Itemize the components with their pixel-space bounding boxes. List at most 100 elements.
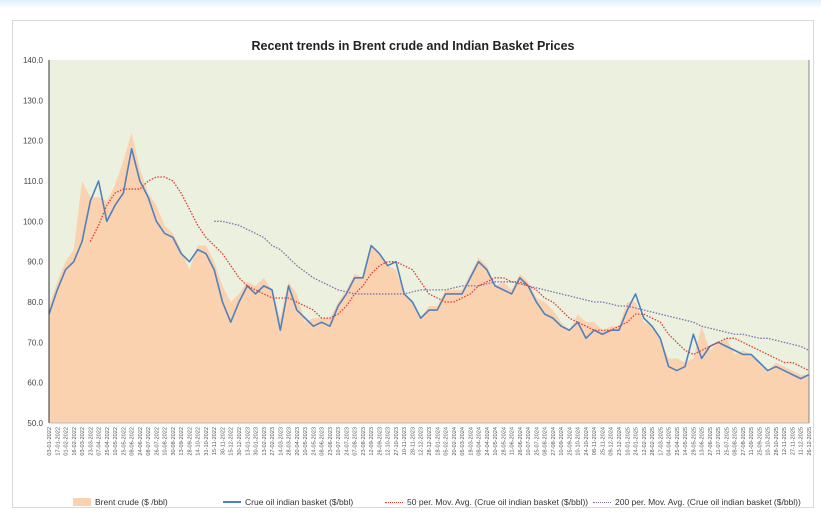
- x-tick-label: 10-07-2024: [526, 427, 532, 456]
- x-tick-label: 30-08-2022: [171, 427, 177, 456]
- series-line-ma50: [89, 176, 810, 372]
- x-tick-label: 27-08-2025: [741, 427, 747, 456]
- x-tick-label: 05-03-2024: [460, 427, 466, 456]
- x-tick-label: 25-09-2024: [567, 427, 573, 456]
- x-tick-label: 15-12-2022: [229, 427, 235, 456]
- x-tick-label: 03-01-2022: [47, 427, 53, 456]
- legend-swatch-area: [73, 498, 91, 506]
- chart-legend: Brent crude ($ /bbl) Crue oil indian bas…: [73, 497, 813, 513]
- x-tick-label: 30-01-2023: [254, 427, 260, 456]
- x-tick-label: 08-11-2024: [592, 427, 598, 455]
- x-tick-label: 31-10-2022: [204, 427, 210, 456]
- x-tick-label: 13-01-2023: [245, 427, 251, 456]
- x-tick-label: 16-02-2022: [72, 427, 78, 456]
- x-tick-label: 13-06-2025: [700, 427, 706, 456]
- x-tick-label: 08-06-2023: [320, 427, 326, 456]
- x-tick-label: 08-08-2025: [733, 427, 739, 456]
- x-tick-label: 10-07-2023: [336, 427, 342, 456]
- x-tick-label: 28-09-2022: [187, 427, 193, 456]
- x-tick-label: 10-01-2025: [625, 427, 631, 456]
- x-tick-label: 28-11-2023: [410, 427, 416, 455]
- x-tick-label: 04-04-2025: [667, 427, 673, 456]
- x-tick-label: 11-09-2025: [749, 427, 755, 455]
- x-tick-label: 23-06-2023: [328, 427, 334, 456]
- y-tick-label: 100.0: [23, 217, 44, 226]
- x-tick-label: 24-10-2024: [584, 427, 590, 456]
- x-tick-label: 28-02-2025: [650, 427, 656, 456]
- y-tick-label: 80.0: [27, 298, 43, 307]
- x-tick-label: 10-10-2024: [576, 427, 582, 456]
- x-tick-label: 12-09-2023: [369, 427, 375, 456]
- x-tick-label: 27-11-2025: [790, 427, 796, 455]
- x-tick-label: 05-02-2024: [444, 427, 450, 456]
- x-tick-label: 27-08-2024: [551, 427, 557, 456]
- legend-item-basket: Crue oil indian basket ($/bbl): [223, 497, 353, 507]
- x-tick-label: 14-03-2023: [278, 427, 284, 456]
- x-tick-label: 28-03-2023: [287, 427, 293, 456]
- x-tick-label: 28-05-2024: [501, 427, 507, 456]
- x-tick-label: 01-02-2022: [64, 427, 70, 456]
- x-tick-label: 25-07-2024: [534, 427, 540, 456]
- y-tick-label: 130.0: [23, 96, 44, 105]
- x-tick-label: 11-12-2025: [799, 427, 805, 455]
- series-line-basket: [48, 147, 810, 380]
- window-top-bar: [0, 0, 821, 8]
- x-tick-label: 12-11-2025: [782, 427, 788, 455]
- y-tick-label: 50.0: [27, 419, 43, 428]
- x-tick-label: 13-09-2022: [179, 427, 185, 456]
- x-tick-label: 10-08-2022: [163, 427, 169, 456]
- x-tick-label: 10-05-2022: [113, 427, 119, 456]
- chart-plot: 50.0 60.0 70.0 80.0 90.0 100.0 110.0 120.0 130.0…: [23, 56, 813, 456]
- y-tick-label: 140.0: [23, 56, 44, 65]
- x-tick-label: 26-09-2023: [377, 427, 383, 456]
- x-tick-label: 11-06-2024: [510, 427, 516, 455]
- x-tick-label: 18-01-2024: [435, 427, 441, 456]
- x-tick-label: 28-12-2023: [427, 427, 433, 456]
- x-tick-label: 25-05-2022: [121, 427, 127, 456]
- x-tick-label: 24-07-2023: [344, 427, 350, 456]
- x-tick-label: 27-10-2023: [394, 427, 400, 456]
- x-tick-label: 08-07-2022: [146, 427, 152, 456]
- x-tick-label: 30-11-2022: [220, 427, 226, 455]
- x-tick-label: 24-04-2024: [485, 427, 491, 456]
- y-tick-label: 60.0: [27, 379, 43, 388]
- x-tick-label: 03-03-2022: [80, 427, 86, 456]
- x-tick-label: 12-10-2023: [386, 427, 392, 456]
- x-tick-label: 19-03-2024: [468, 427, 474, 456]
- legend-swatch-dotted: [593, 501, 611, 503]
- x-tick-label: 25-09-2025: [757, 427, 763, 456]
- y-tick-label: 70.0: [27, 338, 43, 347]
- legend-item-ma50: 50 per. Mov. Avg. (Crue oil indian baske…: [385, 497, 588, 507]
- legend-swatch-dotted: [385, 501, 403, 503]
- x-tick-label: 23-03-2022: [88, 427, 94, 456]
- legend-label: 50 per. Mov. Avg. (Crue oil indian baske…: [407, 497, 589, 507]
- x-tick-label: 09-12-2024: [609, 427, 615, 456]
- x-tick-label: 08-08-2024: [543, 427, 549, 456]
- x-tick-label: 25-04-2022: [105, 427, 111, 456]
- legend-label: Crue oil indian basket ($/bbl): [245, 497, 354, 507]
- x-tick-label: 25-11-2024: [600, 427, 606, 455]
- y-tick-label: 110.0: [24, 177, 44, 186]
- x-tick-label: 10-10-2025: [766, 427, 772, 456]
- x-tick-label: 23-12-2024: [617, 427, 623, 456]
- x-tick-label: 08-04-2024: [477, 427, 483, 456]
- x-tick-label: 14-05-2025: [683, 427, 689, 456]
- x-tick-label: 14-10-2022: [196, 427, 202, 456]
- chart-container: Recent trends in Brent crude and Indian …: [12, 20, 814, 508]
- legend-swatch-line: [223, 501, 241, 503]
- x-tick-label: 12-12-2023: [419, 427, 425, 456]
- x-tick-label: 27-02-2023: [270, 427, 276, 456]
- legend-label: Brent crude ($ /bbl): [95, 497, 168, 507]
- x-tick-label: 12-02-2025: [642, 427, 648, 456]
- x-tick-label: 10-05-2024: [493, 427, 499, 456]
- x-tick-label: 29-05-2025: [691, 427, 697, 456]
- x-tick-label: 27-06-2025: [708, 427, 714, 456]
- chart-title: Recent trends in Brent crude and Indian …: [251, 39, 575, 53]
- legend-item-brent: Brent crude ($ /bbl): [73, 497, 168, 507]
- x-tick-label: 25-04-2025: [675, 427, 681, 456]
- x-tick-label: 15-11-2022: [212, 427, 218, 455]
- x-tick-label: 10-09-2024: [559, 427, 565, 456]
- x-tick-label: 24-05-2023: [311, 427, 317, 456]
- x-tick-label: 25-07-2025: [724, 427, 730, 456]
- x-tick-label: 24-01-2025: [634, 427, 640, 456]
